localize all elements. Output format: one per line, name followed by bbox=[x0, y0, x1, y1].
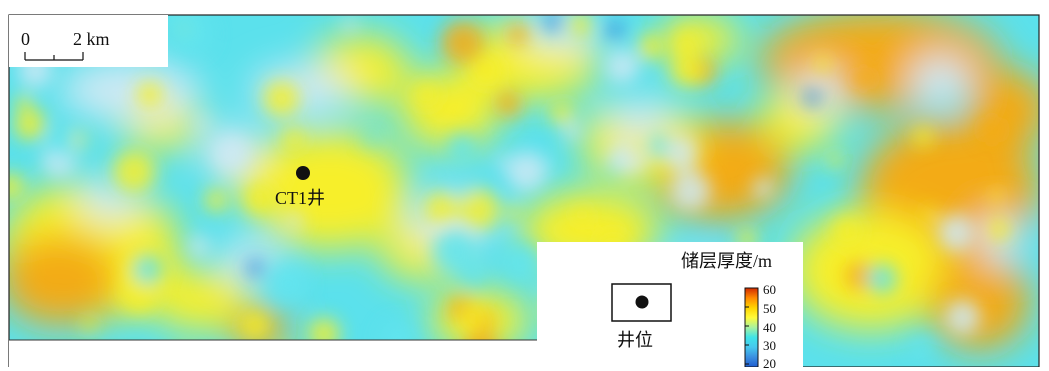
legend-well-symbol-label: 井位 bbox=[617, 330, 653, 350]
colorbar-tick-40: 40 bbox=[763, 320, 776, 335]
scale-bar-panel bbox=[9, 15, 168, 67]
scale-bar-end-label: 2 km bbox=[73, 29, 110, 49]
colorbar-tick-20: 20 bbox=[763, 356, 776, 371]
well-ct1-marker bbox=[296, 166, 310, 180]
well-ct1-label: CT1井 bbox=[275, 188, 326, 208]
map-border bbox=[8, 14, 1040, 367]
legend-well-symbol-dot bbox=[635, 295, 649, 309]
scale-bar bbox=[24, 52, 84, 61]
legend-title: 储层厚度/m bbox=[681, 251, 773, 271]
scale-bar-start-label: 0 bbox=[21, 29, 30, 49]
lower-left-mask bbox=[9, 340, 537, 367]
colorbar bbox=[744, 287, 759, 367]
colorbar-tick-30: 30 bbox=[763, 338, 776, 353]
colorbar-tick-60: 60 bbox=[763, 282, 776, 297]
colorbar-tick-50: 50 bbox=[763, 301, 776, 316]
